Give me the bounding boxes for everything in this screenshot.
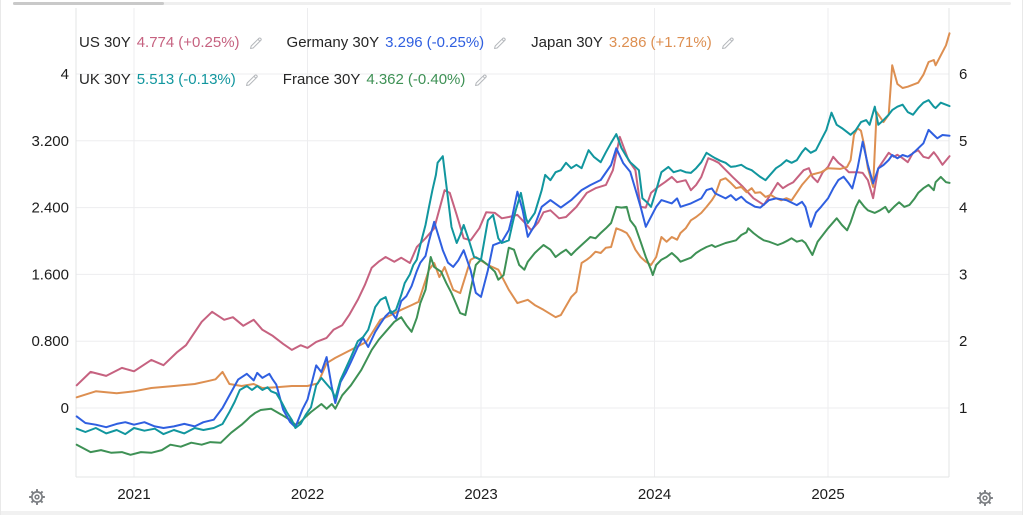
right-axis-tick-label: 4 bbox=[959, 200, 967, 217]
x-axis-year-label: 2025 bbox=[811, 486, 844, 503]
legend-item-uk-30y[interactable]: UK 30Y 5.513 (-0.13%) bbox=[79, 71, 259, 89]
series-label: France 30Y bbox=[282, 71, 361, 88]
left-axis-tick-label: 0.800 bbox=[31, 333, 69, 350]
series-change: (-0.25%) bbox=[426, 34, 485, 51]
edit-pencil-icon[interactable] bbox=[244, 73, 259, 88]
series-change: (+0.25%) bbox=[178, 34, 240, 51]
series-line-uk-30y bbox=[75, 99, 951, 436]
right-axis-tick-label: 2 bbox=[959, 333, 967, 350]
series-label: Germany 30Y bbox=[286, 34, 380, 51]
series-change: (-0.40%) bbox=[407, 71, 466, 88]
edit-pencil-icon[interactable] bbox=[492, 36, 507, 51]
edit-pencil-icon[interactable] bbox=[720, 36, 735, 51]
legend-item-france-30y[interactable]: France 30Y 4.362 (-0.40%) bbox=[283, 71, 489, 89]
left-axis-tick-label: 2.400 bbox=[31, 200, 69, 217]
right-axis-tick-label: 3 bbox=[959, 266, 967, 283]
edit-pencil-icon[interactable] bbox=[473, 73, 488, 88]
left-axis-tick-label: 0 bbox=[61, 400, 69, 417]
x-axis-year-label: 2021 bbox=[117, 486, 150, 503]
series-label: US 30Y bbox=[79, 34, 131, 51]
x-axis-year-label: 2023 bbox=[464, 486, 497, 503]
left-axis-tick-label: 1.600 bbox=[31, 266, 69, 283]
left-axis-tick-label: 4 bbox=[61, 66, 69, 83]
right-axis-tick-label: 6 bbox=[959, 66, 967, 83]
right-axis-settings-gear-icon[interactable] bbox=[975, 488, 995, 508]
x-axis-year-label: 2022 bbox=[291, 486, 324, 503]
window-bottom-strip bbox=[1, 511, 1022, 515]
legend-item-germany-30y[interactable]: Germany 30Y 3.296 (-0.25%) bbox=[287, 34, 508, 52]
series-change: (-0.13%) bbox=[178, 71, 236, 88]
left-axis-settings-gear-icon[interactable] bbox=[27, 487, 47, 507]
time-range-scrollbar-thumb[interactable] bbox=[13, 2, 164, 5]
series-value: 3.296 bbox=[385, 34, 423, 51]
series-value: 3.286 bbox=[608, 34, 647, 51]
legend-item-us-30y[interactable]: US 30Y 4.774 (+0.25%) bbox=[79, 34, 263, 52]
series-line-germany-30y bbox=[75, 128, 951, 429]
legend-row-1: US 30Y 4.774 (+0.25%) Germany 30Y 3.296 … bbox=[79, 34, 735, 52]
series-line-us-30y bbox=[75, 135, 951, 387]
time-range-scrollbar[interactable] bbox=[13, 2, 1011, 5]
edit-pencil-icon[interactable] bbox=[248, 36, 263, 51]
right-axis-tick-label: 5 bbox=[959, 133, 967, 150]
series-label: Japan 30Y bbox=[531, 34, 603, 51]
series-value: 4.774 bbox=[136, 34, 175, 51]
legend-row-2: UK 30Y 5.513 (-0.13%) France 30Y 4.362 (… bbox=[79, 71, 488, 89]
x-axis-year-label: 2024 bbox=[638, 486, 671, 503]
series-change: (+1.71%) bbox=[650, 34, 712, 51]
left-axis-tick-label: 3.200 bbox=[31, 133, 69, 150]
series-line-japan-30y bbox=[75, 32, 951, 399]
series-value: 5.513 bbox=[136, 71, 175, 88]
series-value: 4.362 bbox=[366, 71, 404, 88]
legend-item-japan-30y[interactable]: Japan 30Y 3.286 (+1.71%) bbox=[531, 34, 735, 52]
series-label: UK 30Y bbox=[79, 71, 131, 88]
right-axis-tick-label: 1 bbox=[959, 400, 967, 417]
